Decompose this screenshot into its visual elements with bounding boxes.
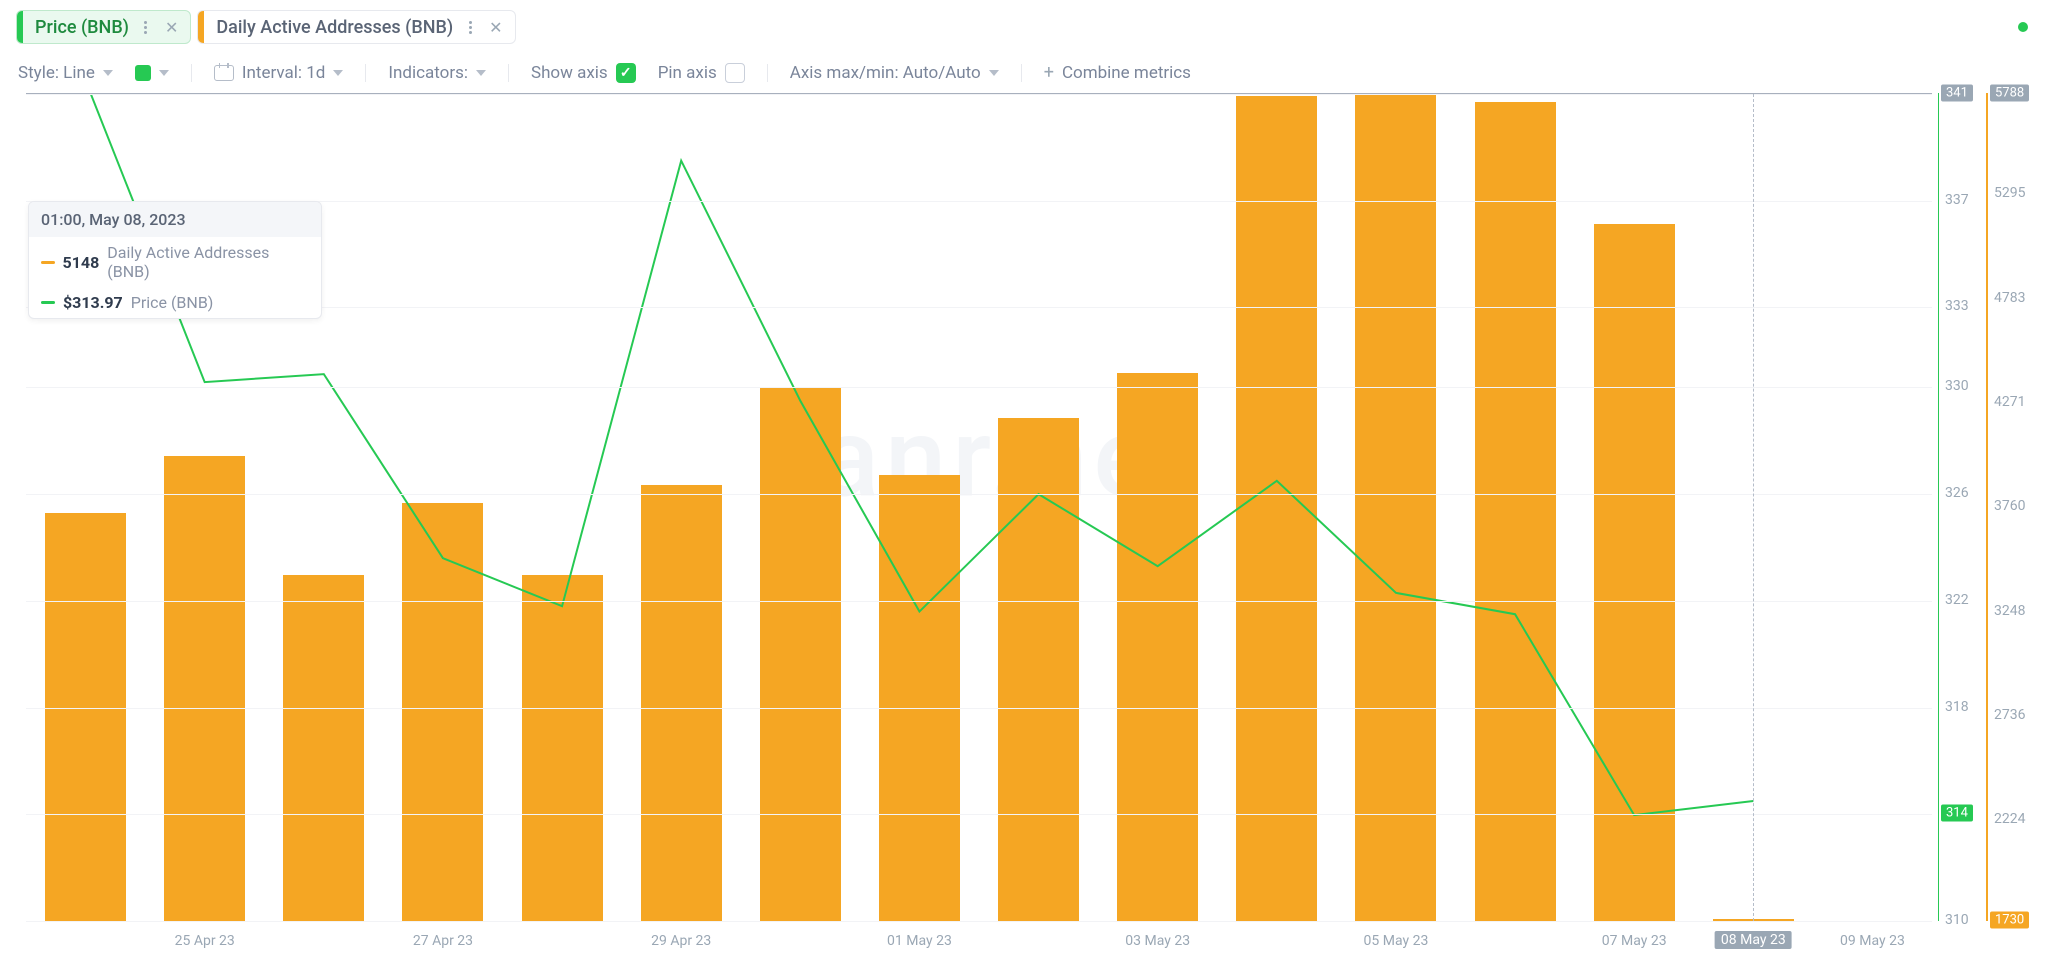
y-tick: 3248 xyxy=(1994,603,2025,619)
y-tick: 4783 xyxy=(1994,290,2025,306)
tooltip-value: 5148 xyxy=(63,253,100,272)
pill-stripe xyxy=(198,11,204,43)
show-axis-toggle[interactable]: Show axis ✓ xyxy=(531,63,636,83)
x-tick: 09 May 23 xyxy=(1840,933,1905,949)
indicators-label: Indicators: xyxy=(388,63,468,83)
close-icon[interactable]: ✕ xyxy=(487,18,504,37)
interval-selector[interactable]: Interval: 1d xyxy=(214,63,343,83)
y-tick: 310 xyxy=(1945,912,1969,928)
x-tick: 25 Apr 23 xyxy=(175,933,235,949)
x-tick: 01 May 23 xyxy=(887,933,952,949)
chart-tooltip: 01:00, May 08, 2023 5148 Daily Active Ad… xyxy=(28,201,322,319)
divider xyxy=(365,64,366,82)
y-tick: 2736 xyxy=(1994,707,2025,723)
indicators-selector[interactable]: Indicators: xyxy=(388,63,486,83)
axis-minmax-label: Axis max/min: Auto/Auto xyxy=(790,63,981,83)
tooltip-row: 5148 Daily Active Addresses (BNB) xyxy=(29,237,321,287)
axis-badge: 314 xyxy=(1941,805,1973,822)
axis-minmax-selector[interactable]: Axis max/min: Auto/Auto xyxy=(790,63,999,83)
y-tick: 322 xyxy=(1945,592,1969,608)
divider xyxy=(191,64,192,82)
chevron-down-icon xyxy=(103,70,113,76)
kebab-icon[interactable] xyxy=(463,21,477,34)
x-tick: 05 May 23 xyxy=(1364,933,1429,949)
divider xyxy=(767,64,768,82)
pin-axis-toggle[interactable]: Pin axis xyxy=(658,63,745,83)
tooltip-series-name: Price (BNB) xyxy=(131,293,214,312)
x-tick: 07 May 23 xyxy=(1602,933,1667,949)
y-tick: 2224 xyxy=(1994,811,2025,827)
interval-label: Interval: 1d xyxy=(242,63,325,83)
tooltip-swatch xyxy=(41,261,55,264)
style-label: Style: Line xyxy=(18,63,95,83)
color-swatch xyxy=(135,65,151,81)
chevron-down-icon xyxy=(476,70,486,76)
combine-label: Combine metrics xyxy=(1062,63,1191,83)
interval-icon xyxy=(214,65,234,81)
plus-icon: + xyxy=(1044,62,1054,83)
tooltip-series-name: Daily Active Addresses (BNB) xyxy=(107,243,309,281)
y-tick: 318 xyxy=(1945,699,1969,715)
divider xyxy=(1021,64,1022,82)
tooltip-timestamp: 01:00, May 08, 2023 xyxy=(29,202,321,237)
axis-badge: 5788 xyxy=(1990,85,2029,102)
y-axis-price: 341337333330326322318314310341314 xyxy=(1938,93,1980,921)
style-selector[interactable]: Style: Line xyxy=(18,63,113,83)
pin-axis-label: Pin axis xyxy=(658,63,717,83)
y-tick: 337 xyxy=(1945,192,1969,208)
x-tick: 27 Apr 23 xyxy=(413,933,473,949)
y-tick: 3760 xyxy=(1994,498,2025,514)
tooltip-row: $313.97 Price (BNB) xyxy=(29,287,321,318)
divider xyxy=(508,64,509,82)
x-tick: 29 Apr 23 xyxy=(651,933,711,949)
metric-pills: Price (BNB) ✕ Daily Active Addresses (BN… xyxy=(16,10,2032,44)
show-axis-label: Show axis xyxy=(531,63,608,83)
style-color-swatch[interactable] xyxy=(135,65,169,81)
chevron-down-icon xyxy=(159,70,169,76)
kebab-icon[interactable] xyxy=(139,21,153,34)
tooltip-swatch xyxy=(41,301,55,304)
tooltip-value: $313.97 xyxy=(63,293,123,312)
y-tick: 333 xyxy=(1945,298,1969,314)
pill-stripe xyxy=(17,11,23,43)
y-tick: 330 xyxy=(1945,378,1969,394)
y-tick: 4271 xyxy=(1994,394,2025,410)
checkbox-icon xyxy=(725,63,745,83)
metric-pill-daa[interactable]: Daily Active Addresses (BNB) ✕ xyxy=(197,10,515,44)
x-axis: 25 Apr 23 27 Apr 23 29 Apr 23 01 May 23 03 M… xyxy=(26,927,1932,953)
chevron-down-icon xyxy=(333,70,343,76)
x-tick: 08 May 23 xyxy=(1715,931,1792,949)
metric-pill-price[interactable]: Price (BNB) ✕ xyxy=(16,10,191,44)
y-axis-addresses: 5788529547834271376032482736222417305788… xyxy=(1986,93,2028,921)
x-tick: 03 May 23 xyxy=(1125,933,1190,949)
y-tick: 5295 xyxy=(1994,185,2025,201)
status-indicator xyxy=(2018,22,2028,32)
close-icon[interactable]: ✕ xyxy=(163,18,180,37)
crosshair-line xyxy=(1753,94,1754,921)
pill-label: Daily Active Addresses (BNB) xyxy=(214,17,453,38)
y-tick: 326 xyxy=(1945,485,1969,501)
checkbox-icon: ✓ xyxy=(616,63,636,83)
chart-area[interactable]: sanr.net 3413373333303263223183143103413… xyxy=(16,93,2032,953)
chart-toolbar: Style: Line Interval: 1d Indicators: Sho… xyxy=(16,56,2032,93)
pill-label: Price (BNB) xyxy=(33,17,129,38)
combine-metrics-button[interactable]: + Combine metrics xyxy=(1044,62,1191,83)
axis-badge: 341 xyxy=(1941,85,1973,102)
chevron-down-icon xyxy=(989,70,999,76)
axis-badge: 1730 xyxy=(1990,912,2029,929)
